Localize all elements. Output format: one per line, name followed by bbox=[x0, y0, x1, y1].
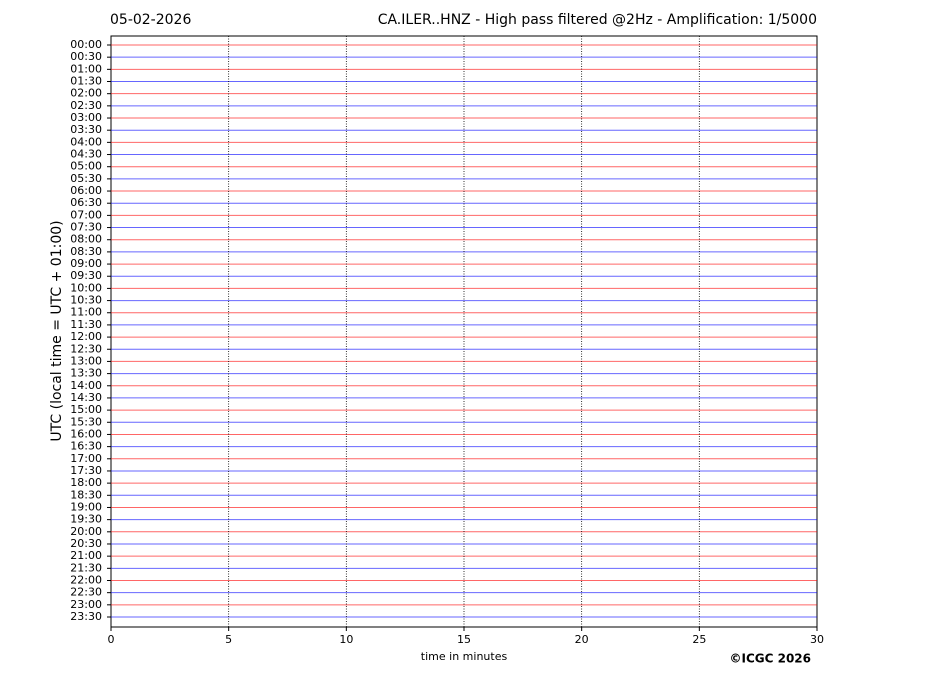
y-tick-label: 23:00 bbox=[70, 598, 102, 611]
y-tick-label: 15:00 bbox=[70, 403, 102, 416]
y-tick-label: 01:00 bbox=[70, 62, 102, 75]
y-tick-label: 11:00 bbox=[70, 306, 102, 319]
y-tick-label: 17:00 bbox=[70, 452, 102, 465]
y-tick-label: 21:30 bbox=[70, 561, 102, 574]
chart-title: CA.ILER..HNZ - High pass filtered @2Hz -… bbox=[378, 12, 817, 28]
y-tick-label: 04:00 bbox=[70, 135, 102, 148]
y-tick-label: 03:30 bbox=[70, 123, 102, 136]
y-tick-label: 19:00 bbox=[70, 500, 102, 513]
y-tick-label: 09:30 bbox=[70, 269, 102, 282]
x-axis-label: time in minutes bbox=[421, 650, 508, 663]
credit: ©ICGC 2026 bbox=[729, 652, 811, 666]
x-tick-label: 5 bbox=[225, 633, 232, 646]
y-tick-label: 08:00 bbox=[70, 233, 102, 246]
y-tick-label: 14:30 bbox=[70, 391, 102, 404]
y-tick-label: 01:30 bbox=[70, 75, 102, 88]
y-tick-label: 00:00 bbox=[70, 38, 102, 51]
y-tick-label: 13:00 bbox=[70, 354, 102, 367]
y-tick-label: 19:30 bbox=[70, 513, 102, 526]
y-tick-label: 16:30 bbox=[70, 440, 102, 453]
x-tick-label: 25 bbox=[692, 633, 706, 646]
y-tick-label: 11:30 bbox=[70, 318, 102, 331]
y-tick-label: 15:30 bbox=[70, 415, 102, 428]
y-tick-label: 10:30 bbox=[70, 294, 102, 307]
x-tick-label: 10 bbox=[339, 633, 353, 646]
y-tick-label: 07:30 bbox=[70, 221, 102, 234]
x-tick-label: 30 bbox=[810, 633, 824, 646]
y-tick-label: 21:00 bbox=[70, 549, 102, 562]
y-tick-label: 18:00 bbox=[70, 476, 102, 489]
y-axis-label: UTC (local time = UTC + 01:00) bbox=[49, 220, 65, 441]
y-tick-label: 14:00 bbox=[70, 379, 102, 392]
y-tick-label: 04:30 bbox=[70, 148, 102, 161]
y-tick-label: 12:30 bbox=[70, 342, 102, 355]
y-tick-label: 20:00 bbox=[70, 525, 102, 538]
y-tick-label: 02:00 bbox=[70, 87, 102, 100]
y-tick-label: 22:00 bbox=[70, 573, 102, 586]
y-tick-label: 03:00 bbox=[70, 111, 102, 124]
y-tick-label: 00:30 bbox=[70, 50, 102, 63]
y-tick-label: 07:00 bbox=[70, 208, 102, 221]
y-tick-label: 22:30 bbox=[70, 586, 102, 599]
x-tick-label: 15 bbox=[457, 633, 471, 646]
y-tick-label: 10:00 bbox=[70, 281, 102, 294]
y-tick-label: 02:30 bbox=[70, 99, 102, 112]
y-tick-label: 05:30 bbox=[70, 172, 102, 185]
y-tick-label: 09:00 bbox=[70, 257, 102, 270]
y-tick-label: 05:00 bbox=[70, 160, 102, 173]
y-tick-label: 06:30 bbox=[70, 196, 102, 209]
y-tick-label: 17:30 bbox=[70, 464, 102, 477]
y-tick-label: 08:30 bbox=[70, 245, 102, 258]
x-tick-label: 0 bbox=[108, 633, 115, 646]
y-tick-label: 16:00 bbox=[70, 427, 102, 440]
y-tick-label: 18:30 bbox=[70, 488, 102, 501]
y-tick-label: 23:30 bbox=[70, 610, 102, 623]
y-tick-label: 13:30 bbox=[70, 367, 102, 380]
y-tick-label: 12:00 bbox=[70, 330, 102, 343]
date: 05-02-2026 bbox=[110, 12, 191, 28]
y-tick-label: 20:30 bbox=[70, 537, 102, 550]
y-tick-label: 06:00 bbox=[70, 184, 102, 197]
x-tick-label: 20 bbox=[575, 633, 589, 646]
